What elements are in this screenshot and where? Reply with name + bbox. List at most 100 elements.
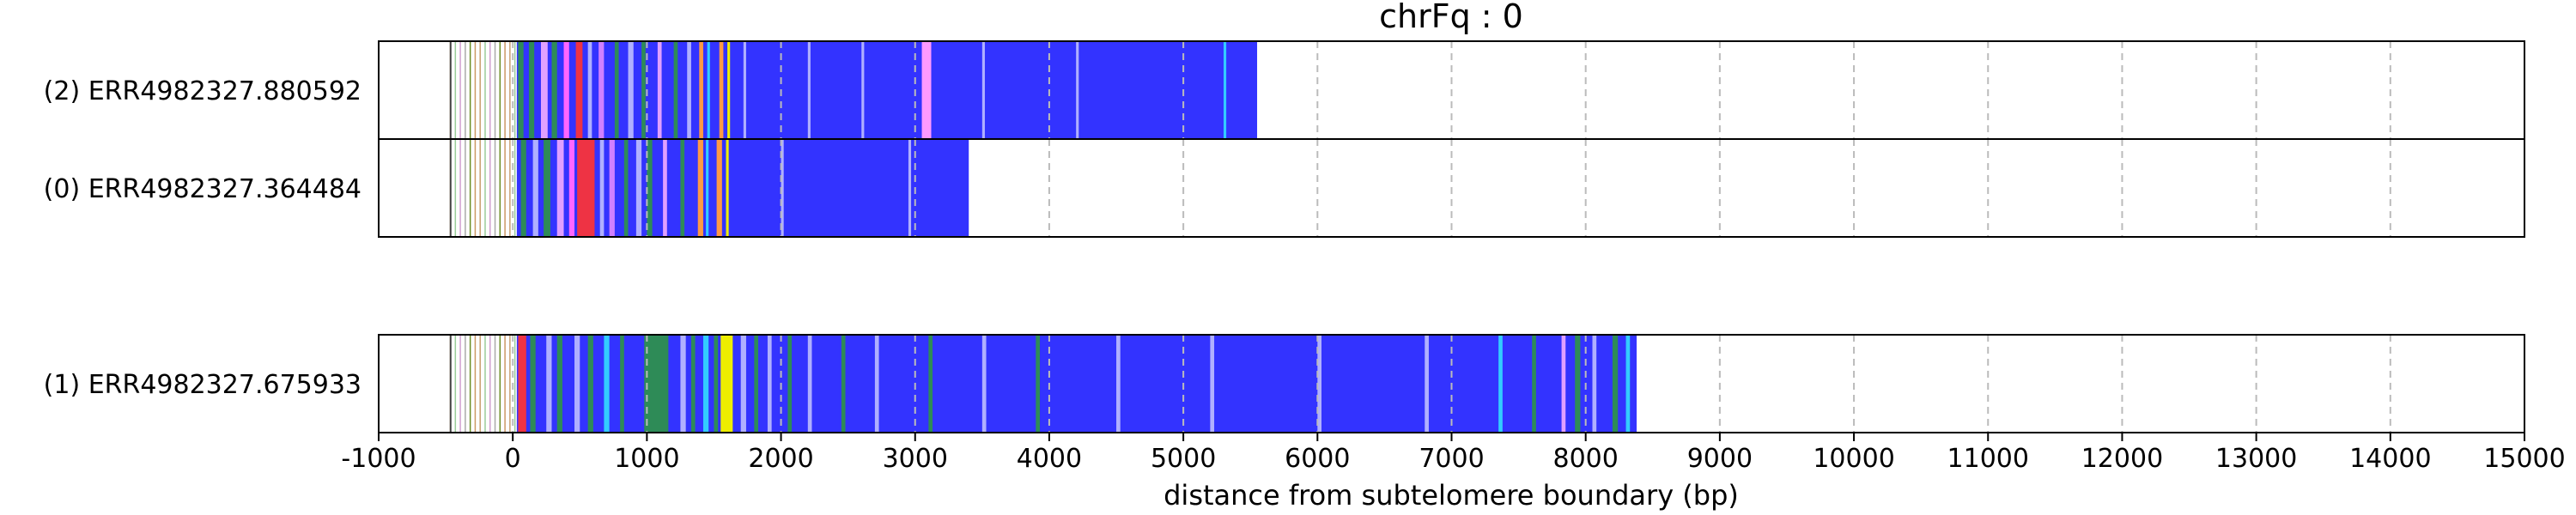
read-segment [657,41,662,139]
read-segment [727,41,731,139]
thin-segment [459,41,461,139]
thin-segment [479,139,481,237]
x-tick-label: 12000 [2081,444,2163,474]
read-segment [706,139,709,237]
thin-segment [489,335,491,433]
thin-segment [494,41,496,139]
read-segment [599,139,605,237]
read-segment [1210,335,1215,433]
thin-segment [489,139,491,237]
read-segment [518,41,524,139]
read-segment [530,335,536,433]
read-segment [516,41,1258,139]
x-tick-label: 14000 [2349,444,2431,474]
read-segment [754,335,759,433]
thin-segment [513,41,516,139]
read-segment [1561,335,1566,433]
read-segment [1625,335,1631,433]
read-segment [807,41,811,139]
thin-segment [484,41,486,139]
thin-segment [459,335,461,433]
read-segment [563,41,569,139]
read-panel: (0) ERR4982327.364484 [44,138,2525,238]
x-axis: -1000 0 1000 2000 3000 4000 5000 6000 7000 8000 90… [341,433,2566,474]
read-segment [1425,335,1429,433]
read-label: (2) ERR4982327.880592 [44,76,361,106]
read-segment [1592,335,1597,433]
x-tick-label: 15000 [2483,444,2565,474]
read-segment [528,41,535,139]
read-segment [687,41,691,139]
x-tick-label: 9000 [1687,444,1753,474]
x-tick-label: 11000 [1947,444,2029,474]
x-tick-label: -1000 [341,444,416,474]
read-segment [1575,335,1581,433]
thin-segment [469,139,471,237]
read-segment [575,41,583,139]
read-segment [743,41,746,139]
read-segment [1498,335,1503,433]
read-segment [609,139,615,237]
thin-segment [474,139,477,237]
read-segment [604,335,610,433]
read-segment [861,41,865,139]
thin-segment [459,139,461,237]
read-segment [697,139,703,237]
panel-frame [378,138,2525,238]
thin-segment [513,335,516,433]
read-segment [680,139,685,237]
read-segment [1076,41,1079,139]
read-segment [699,41,703,139]
read-segment [540,41,548,139]
thin-segment [513,139,516,237]
read-segment [807,335,812,433]
read-segment [532,139,538,237]
thin-segment [474,335,477,433]
thin-segment [499,139,501,237]
read-start-mark [449,41,452,139]
x-axis-label: distance from subtelomere boundary (bp) [1163,479,1739,512]
read-segment [628,41,634,139]
read-segment [928,335,933,433]
x-tick-label: 4000 [1017,444,1082,474]
read-segment [518,335,526,433]
read-segment [1223,41,1227,139]
read-segment [614,41,619,139]
thin-segment [484,335,486,433]
x-tick-label: 5000 [1151,444,1216,474]
thin-segment [474,41,477,139]
x-tick-label: 8000 [1553,444,1619,474]
read-panel: (1) ERR4982327.675933 [44,334,2525,433]
read-segment [520,139,526,237]
x-tick-label: 7000 [1419,444,1484,474]
read-segment [841,335,846,433]
read-segment [635,139,642,237]
read-segment [726,139,729,237]
thin-segment [479,335,481,433]
read-segment [544,139,550,237]
read-segment [1116,335,1121,433]
read-segment [577,139,595,237]
thin-segment [509,335,511,433]
read-segment [556,335,562,433]
read-segment [641,41,646,139]
thin-segment [509,139,511,237]
thin-segment [465,41,466,139]
x-tick-label: 3000 [883,444,948,474]
read-segment [647,139,653,237]
read-segment [556,139,564,237]
read-segment [781,139,784,237]
read-segment [568,139,575,237]
read-segment [551,41,557,139]
x-tick-label: 10000 [1813,444,1894,474]
thin-segment [454,335,457,433]
read-segment [921,41,932,139]
read-segment [587,41,592,139]
read-segment [1317,335,1321,433]
read-segment [874,335,879,433]
read-segment [981,41,985,139]
read-segment [707,41,710,139]
read-start-mark [449,335,452,433]
read-segment [598,41,605,139]
